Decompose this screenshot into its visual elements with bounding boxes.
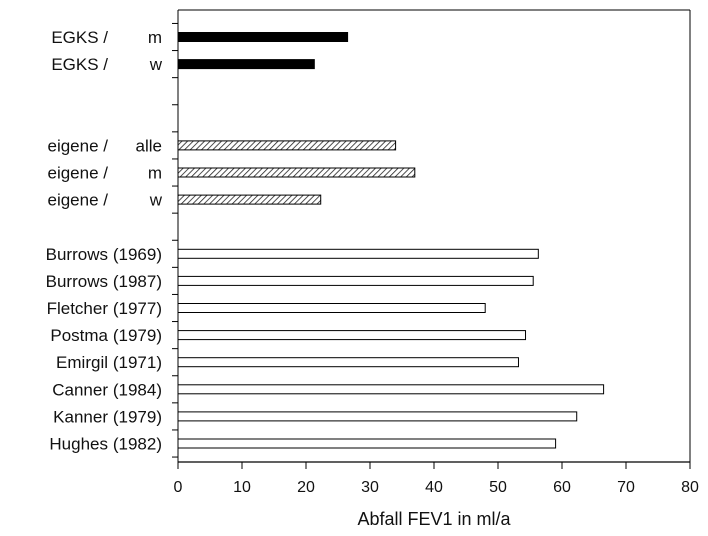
category-label-suffix: (1987) <box>113 272 162 291</box>
x-tick-label: 40 <box>425 479 443 496</box>
category-label-name: eigene / <box>48 191 109 210</box>
x-axis: 0 10 20 30 40 50 60 70 80 <box>174 461 699 496</box>
category-label-suffix: w <box>149 55 163 74</box>
category-labels: EGKS / m EGKS / w eigene / alle eigene / m eigen… <box>46 28 163 454</box>
category-label-name: Emirgil <box>56 353 108 372</box>
bar <box>177 59 315 70</box>
x-tick-label: 20 <box>297 479 315 496</box>
x-tick-label: 10 <box>233 479 251 496</box>
bar <box>177 275 534 286</box>
category-label-name: Canner <box>52 380 108 399</box>
category-label-suffix: (1971) <box>113 353 162 372</box>
category-label-name: eigene / <box>48 164 109 183</box>
x-tick-label: 80 <box>681 479 699 496</box>
x-tick-label: 60 <box>553 479 571 496</box>
bar <box>177 411 578 422</box>
category-label-suffix: (1984) <box>113 380 162 399</box>
category-label-name: Burrows <box>46 245 108 264</box>
category-label-name: EGKS / <box>51 55 108 74</box>
bar <box>177 140 397 151</box>
bar <box>177 438 557 449</box>
category-label-name: Hughes <box>49 435 108 454</box>
bar <box>177 303 486 313</box>
x-tick-label: 30 <box>361 479 379 496</box>
category-label-suffix: m <box>148 28 162 47</box>
category-label-name: Burrows <box>46 272 108 291</box>
bars-group <box>177 32 605 449</box>
category-label-suffix: m <box>148 164 162 183</box>
bar <box>177 384 605 395</box>
x-tick-label: 0 <box>174 479 183 496</box>
category-label-suffix: (1982) <box>113 435 162 454</box>
bar <box>177 32 349 42</box>
category-label-name: EGKS / <box>51 28 108 47</box>
bar <box>177 167 416 178</box>
category-label-name: eigene / <box>48 136 109 155</box>
x-axis-title: Abfall FEV1 in ml/a <box>357 509 511 529</box>
category-label-suffix: (1969) <box>113 245 162 264</box>
category-label-suffix: w <box>149 191 163 210</box>
x-tick-label: 70 <box>617 479 635 496</box>
category-label-suffix: (1979) <box>113 326 162 345</box>
category-label-name: Kanner <box>53 407 108 426</box>
category-label-suffix: (1977) <box>113 299 162 318</box>
bar <box>177 194 322 205</box>
category-label-name: Postma <box>50 326 108 345</box>
bar <box>177 248 539 259</box>
bar <box>177 330 527 341</box>
x-tick-label: 50 <box>489 479 507 496</box>
category-label-suffix: (1979) <box>113 407 162 426</box>
category-label-suffix: alle <box>136 136 162 155</box>
category-label-name: Fletcher <box>47 299 109 318</box>
bar <box>177 357 519 368</box>
